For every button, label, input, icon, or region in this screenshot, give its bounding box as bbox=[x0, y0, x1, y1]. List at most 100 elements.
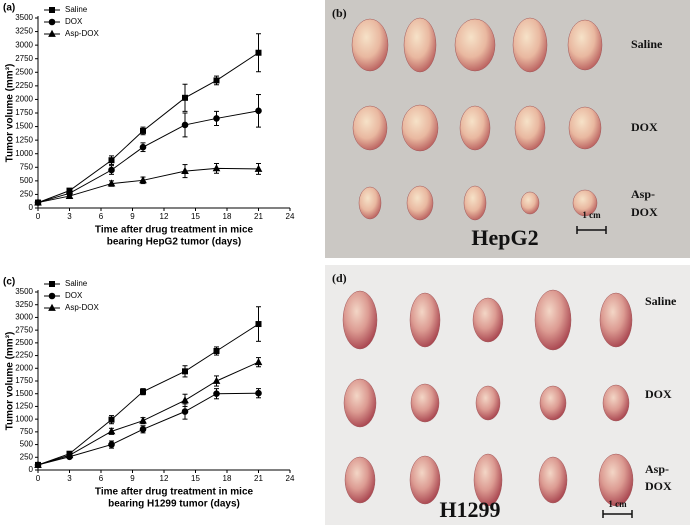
x-tick-label: 21 bbox=[254, 474, 263, 483]
tumor bbox=[351, 18, 389, 72]
tumor bbox=[342, 290, 378, 350]
marker bbox=[255, 107, 262, 115]
legend-label: Asp-DOX bbox=[65, 29, 99, 38]
marker bbox=[139, 416, 147, 424]
tumor bbox=[472, 297, 504, 343]
x-tick-label: 0 bbox=[36, 474, 41, 483]
marker bbox=[254, 164, 263, 172]
y-tick-label: 750 bbox=[20, 427, 34, 436]
tumor bbox=[534, 289, 572, 351]
tumor bbox=[410, 383, 440, 423]
y-tick-label: 750 bbox=[20, 162, 34, 171]
marker bbox=[255, 321, 262, 328]
row-label: Saline bbox=[645, 294, 677, 308]
marker bbox=[107, 427, 116, 435]
tumor bbox=[598, 453, 634, 507]
y-tick-label: 1750 bbox=[15, 376, 33, 385]
marker bbox=[48, 292, 56, 300]
tumor bbox=[539, 385, 567, 421]
y-tick-label: 1750 bbox=[15, 108, 33, 117]
marker bbox=[48, 18, 56, 26]
marker bbox=[182, 94, 188, 101]
x-tick-label: 24 bbox=[286, 474, 295, 483]
tumor bbox=[520, 191, 540, 215]
y-tick-label: 1000 bbox=[15, 414, 33, 423]
tumor bbox=[358, 186, 382, 220]
tumor bbox=[538, 456, 568, 504]
y-tick-label: 3250 bbox=[15, 300, 33, 309]
y-tick-label: 2250 bbox=[15, 81, 33, 90]
marker bbox=[65, 450, 74, 459]
y-axis-label: Tumor volume (mm³) bbox=[5, 64, 16, 163]
tumor bbox=[599, 292, 633, 348]
y-tick-label: 3500 bbox=[15, 13, 33, 22]
y-tick-label: 3000 bbox=[15, 313, 33, 322]
x-tick-label: 18 bbox=[223, 212, 232, 221]
legend-label: Saline bbox=[65, 279, 88, 288]
legend-label: DOX bbox=[65, 291, 83, 300]
y-tick-label: 2500 bbox=[15, 67, 33, 76]
x-tick-label: 6 bbox=[99, 474, 104, 483]
y-tick-label: 3250 bbox=[15, 27, 33, 36]
panel-label: (d) bbox=[332, 271, 347, 285]
marker bbox=[49, 7, 55, 13]
marker bbox=[34, 460, 42, 468]
row-label: DOX bbox=[645, 387, 672, 401]
marker bbox=[213, 347, 220, 354]
marker bbox=[108, 166, 115, 174]
row-label: Saline bbox=[631, 37, 663, 51]
series-line bbox=[37, 361, 259, 466]
y-tick-label: 1500 bbox=[15, 122, 33, 131]
marker bbox=[108, 157, 115, 164]
x-tick-label: 6 bbox=[99, 212, 104, 221]
tumor bbox=[463, 185, 487, 221]
tumor bbox=[343, 378, 377, 428]
marker bbox=[181, 121, 189, 129]
tumor bbox=[475, 385, 501, 421]
tumor bbox=[409, 292, 441, 348]
x-tick-label: 3 bbox=[67, 212, 72, 221]
cell-line-label: HepG2 bbox=[471, 225, 538, 250]
tumor bbox=[567, 19, 603, 71]
tumor bbox=[403, 17, 437, 73]
marker bbox=[255, 49, 262, 56]
y-tick-label: 2000 bbox=[15, 95, 33, 104]
y-tick-label: 2000 bbox=[15, 363, 33, 372]
tumor bbox=[512, 17, 548, 73]
scale-label: 1 cm bbox=[582, 210, 601, 220]
marker bbox=[139, 143, 147, 151]
x-tick-label: 18 bbox=[223, 474, 232, 483]
x-tick-label: 12 bbox=[160, 474, 169, 483]
tumor bbox=[514, 105, 546, 151]
panel-label: (c) bbox=[3, 277, 15, 288]
y-tick-label: 1500 bbox=[15, 389, 33, 398]
row-label: DOX bbox=[631, 205, 658, 219]
marker bbox=[139, 426, 147, 433]
y-tick-label: 0 bbox=[29, 203, 34, 212]
tumor bbox=[344, 456, 376, 504]
legend-label: Saline bbox=[65, 5, 88, 14]
marker bbox=[107, 179, 116, 187]
y-tick-label: 250 bbox=[20, 190, 34, 199]
y-tick-label: 2750 bbox=[15, 325, 33, 334]
y-tick-label: 2500 bbox=[15, 338, 33, 347]
tumor bbox=[352, 105, 388, 151]
legend-label: Asp-DOX bbox=[65, 303, 99, 312]
panel-label: (a) bbox=[3, 3, 15, 14]
x-axis-label: bearing HepG2 tumor (days) bbox=[107, 237, 241, 248]
y-tick-label: 3000 bbox=[15, 40, 33, 49]
marker bbox=[181, 408, 189, 415]
tumor bbox=[572, 189, 598, 217]
marker bbox=[139, 176, 147, 184]
row-label: DOX bbox=[631, 120, 658, 134]
marker bbox=[140, 388, 146, 395]
y-tick-label: 2250 bbox=[15, 351, 33, 360]
marker bbox=[182, 368, 188, 375]
legend-label: DOX bbox=[65, 17, 83, 26]
x-tick-label: 21 bbox=[254, 212, 263, 221]
y-tick-label: 1250 bbox=[15, 402, 33, 411]
x-tick-label: 24 bbox=[286, 212, 295, 221]
row-label: Asp- bbox=[645, 462, 669, 476]
marker bbox=[34, 198, 42, 206]
